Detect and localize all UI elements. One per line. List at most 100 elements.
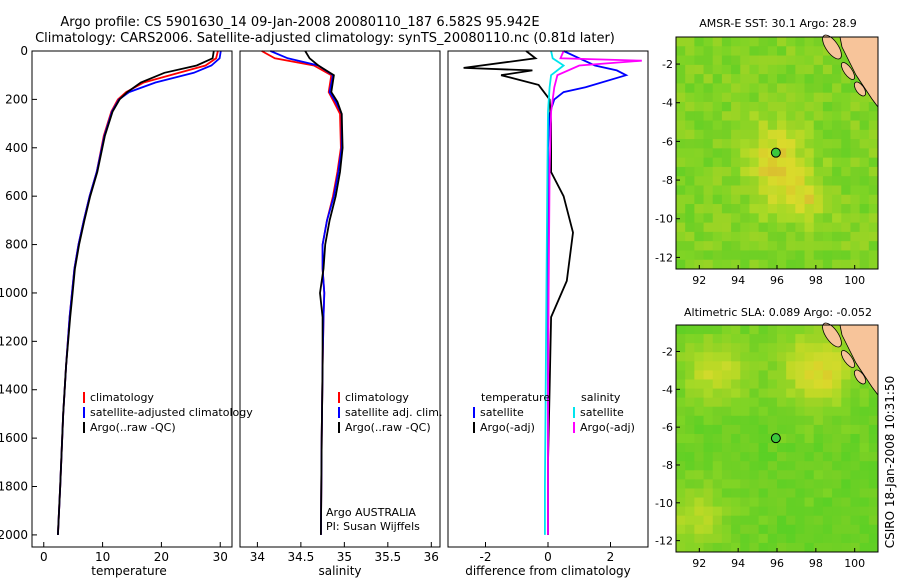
map-sla-cell bbox=[822, 433, 833, 444]
map-sla-cell bbox=[731, 325, 741, 335]
map-sst-cell bbox=[676, 74, 686, 84]
map-sst-cell bbox=[841, 185, 851, 196]
map-sla-xtick-label: 96 bbox=[770, 557, 784, 570]
map-sst-cell bbox=[813, 129, 824, 140]
map-sla-cell bbox=[813, 379, 824, 390]
panel-sal-series-1 bbox=[270, 50, 343, 535]
map-sla-cell bbox=[868, 406, 879, 417]
map-sla-cell bbox=[694, 542, 705, 553]
map-sla-cell bbox=[749, 433, 760, 444]
map-sst-cell bbox=[804, 111, 815, 122]
map-sst-cell bbox=[685, 194, 695, 205]
panel-diff-series-2 bbox=[544, 50, 566, 535]
difference-legend-salinity-title: salinity bbox=[581, 391, 621, 404]
map-sla-cell bbox=[777, 334, 787, 344]
map-sst-cell bbox=[804, 157, 815, 168]
map-sla-cell bbox=[703, 406, 714, 417]
map-sst-ytick-label: -10 bbox=[655, 213, 673, 226]
map-sst-cell bbox=[676, 176, 686, 186]
map-sst-cell bbox=[740, 222, 750, 233]
map-sla-cell bbox=[822, 443, 833, 453]
map-sst-cell bbox=[721, 166, 732, 177]
map-sla-cell bbox=[795, 433, 806, 444]
map-sst-cell bbox=[832, 55, 842, 66]
panel-sal-xtick-label: 34 bbox=[250, 550, 265, 564]
panel-diff-series-3 bbox=[547, 50, 642, 535]
map-sst-cell bbox=[712, 64, 723, 75]
map-sla-cell bbox=[694, 415, 705, 426]
map-sst-cell bbox=[712, 176, 723, 186]
map-sst-cell bbox=[749, 157, 760, 168]
map-sla-cell bbox=[813, 406, 824, 417]
map-sla-cell bbox=[767, 406, 778, 417]
map-sst-cell bbox=[822, 194, 833, 205]
map-sst-cell bbox=[868, 111, 879, 122]
map-sla-cell bbox=[786, 397, 796, 408]
map-sst-cell bbox=[777, 111, 787, 122]
map-sla-cell bbox=[868, 479, 879, 489]
map-sst-cell bbox=[721, 250, 732, 261]
map-sla-cell bbox=[868, 488, 879, 499]
map-sla-cell bbox=[804, 497, 815, 508]
temperature-axes bbox=[31, 50, 233, 548]
panel-sal-xtick-label: 35 bbox=[337, 550, 352, 564]
map-sla-cell bbox=[832, 352, 842, 362]
map-sla-cell bbox=[694, 424, 705, 435]
panel-temp-xtick-label: 0 bbox=[40, 550, 48, 564]
map-sst-cell bbox=[712, 241, 723, 251]
map-sst-cell bbox=[822, 129, 833, 140]
map-sla-cell bbox=[685, 388, 695, 399]
map-sst-cell bbox=[832, 241, 842, 251]
map-sst-cell bbox=[731, 231, 741, 242]
map-sst-cell bbox=[786, 204, 796, 214]
map-sst-cell bbox=[767, 120, 778, 131]
map-sla-cell bbox=[694, 433, 705, 444]
map-sst-cell bbox=[777, 157, 787, 168]
map-sst-cell bbox=[813, 46, 824, 57]
map-sst-xtick-label: 94 bbox=[731, 274, 745, 287]
map-sst-cell bbox=[795, 231, 806, 242]
map-sla-cell bbox=[822, 461, 833, 471]
map-sst-cell bbox=[841, 55, 851, 66]
map-sla-cell bbox=[850, 443, 861, 453]
map-sst-cell bbox=[721, 64, 732, 75]
map-sst-cell bbox=[850, 241, 861, 251]
map-sst-cell bbox=[786, 101, 796, 112]
map-sst-cell bbox=[694, 148, 705, 159]
map-sla-cell bbox=[850, 433, 861, 444]
map-sla-cell bbox=[850, 397, 861, 408]
map-sst-cell bbox=[676, 55, 686, 66]
map-sst-cell bbox=[832, 194, 842, 205]
map-sla-cell bbox=[758, 379, 769, 390]
map-sla-cell bbox=[731, 406, 741, 417]
map-sla-cell bbox=[795, 325, 806, 335]
map-sla-cell bbox=[721, 506, 732, 517]
map-sla-cell bbox=[685, 488, 695, 499]
map-sla-cell bbox=[813, 352, 824, 362]
map-sla-cell bbox=[777, 415, 787, 426]
map-sst-cell bbox=[822, 176, 833, 186]
map-sst-cell bbox=[813, 166, 824, 177]
map-sst-cell bbox=[859, 222, 870, 233]
map-sla-cell bbox=[859, 424, 870, 435]
map-sst-cell bbox=[813, 64, 824, 75]
map-sst-cell bbox=[777, 194, 787, 205]
map-sla-cell bbox=[868, 452, 879, 462]
map-sla-cell bbox=[676, 506, 686, 517]
map-sla-cell bbox=[795, 379, 806, 390]
map-sla-cell bbox=[703, 352, 714, 362]
panel-sal-xtick-label: 36 bbox=[424, 550, 439, 564]
map-sla-cell bbox=[868, 443, 879, 453]
map-sla-cell bbox=[804, 397, 815, 408]
map-sla-cell bbox=[703, 415, 714, 426]
map-sst-ytick-label: -8 bbox=[662, 174, 673, 187]
map-sla-cell bbox=[712, 461, 723, 471]
map-sla-cell bbox=[841, 515, 851, 526]
map-sst-cell bbox=[694, 157, 705, 168]
map-sst-cell bbox=[694, 241, 705, 251]
map-sst-cell bbox=[740, 176, 750, 186]
map-sla-cell bbox=[850, 488, 861, 499]
map-sla-cell bbox=[685, 406, 695, 417]
map-sla-ytick-label: -2 bbox=[662, 345, 673, 358]
map-sst-cell bbox=[795, 148, 806, 159]
